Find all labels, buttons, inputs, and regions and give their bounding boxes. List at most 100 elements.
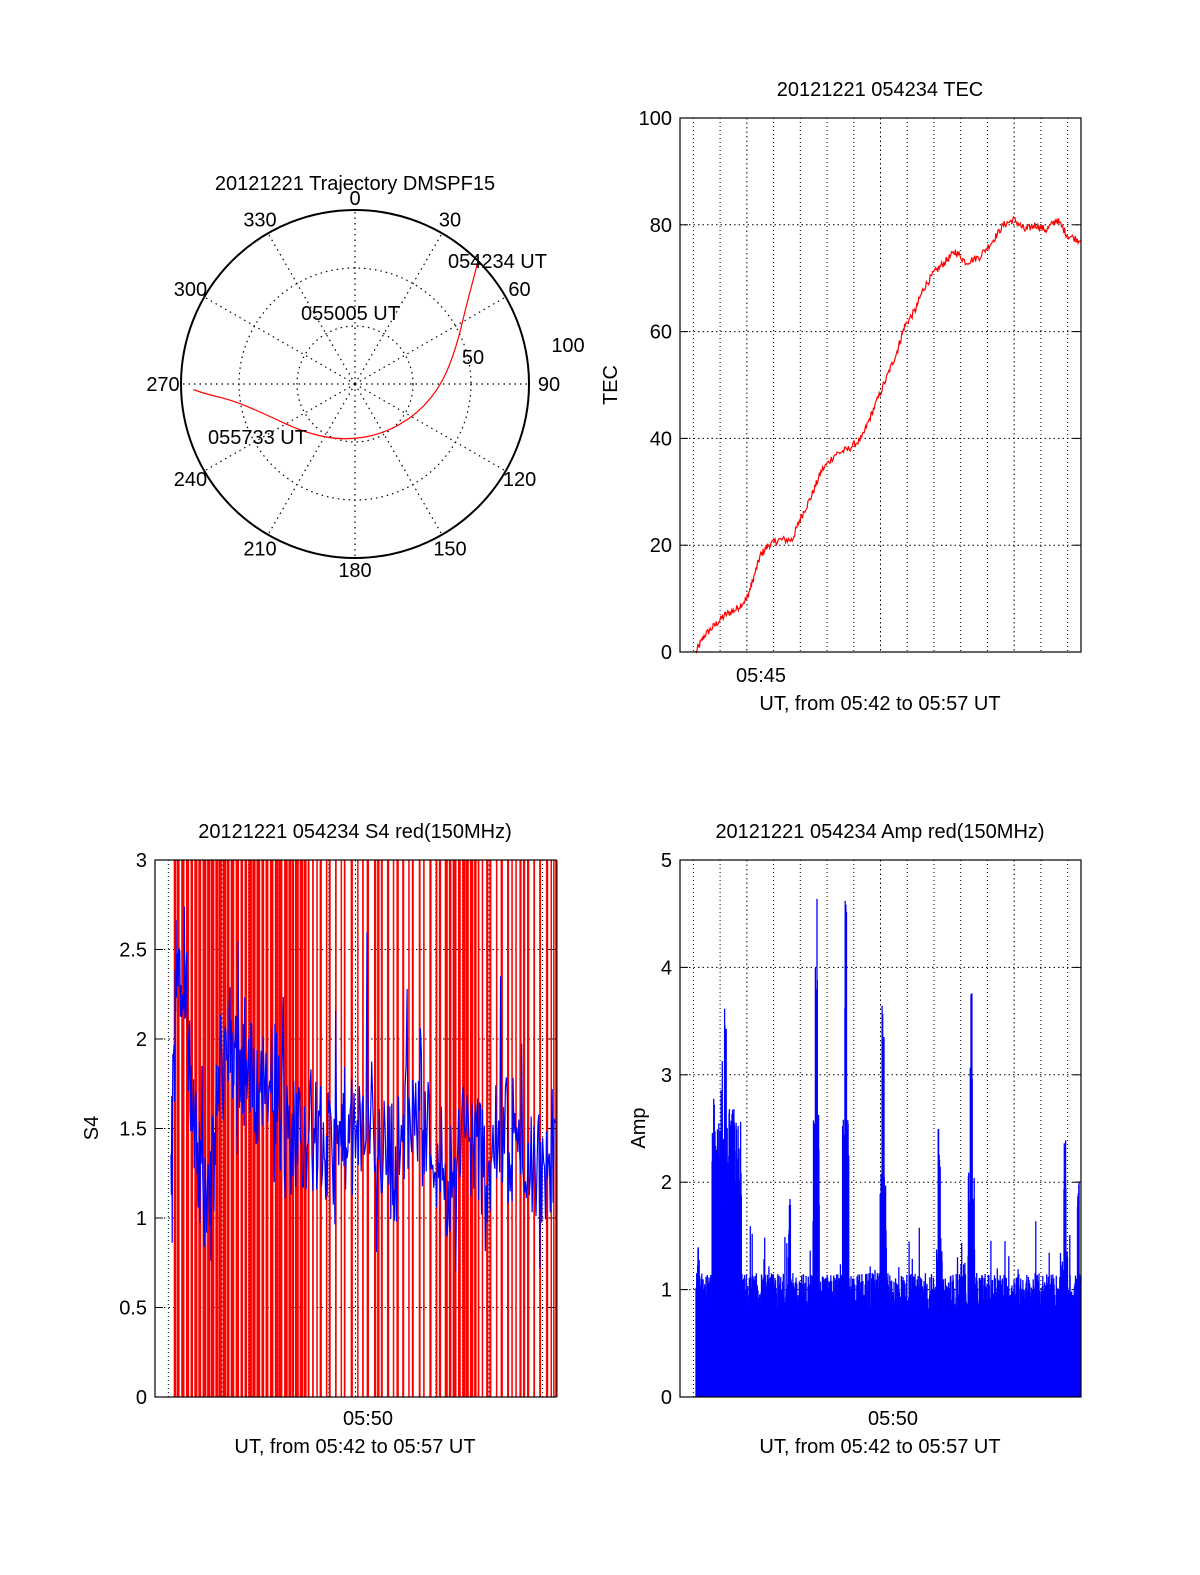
s4-red-spike-81 <box>545 860 549 1397</box>
s4-ytick-label-1: 0.5 <box>119 1298 147 1320</box>
s4-red-spike-17 <box>244 860 248 1397</box>
s4-red-spike-46 <box>377 860 380 1397</box>
s4-red-spike-63 <box>462 860 466 1397</box>
s4-red-spike-30 <box>299 860 304 1397</box>
amp-ytick-label-4: 4 <box>661 957 672 979</box>
s4-red-spike-58 <box>438 860 442 1397</box>
tec-series-line <box>695 216 1082 654</box>
tec-plot-frame <box>679 117 1082 653</box>
s4-red-spike-7 <box>202 860 207 1397</box>
angle-label-30: 30 <box>439 209 461 231</box>
tec-x-axis-label: UT, from 05:42 to 05:57 UT <box>759 693 1000 715</box>
s4-red-spike-57 <box>435 860 438 1397</box>
tec-ytick-label-5: 100 <box>639 108 672 130</box>
s4-plot-frame <box>154 859 557 1398</box>
s4-red-spike-59 <box>444 860 448 1397</box>
s4-red-spike-55 <box>423 860 425 1397</box>
radius-label-50: 50 <box>462 347 484 369</box>
s4-red-spike-43 <box>362 860 364 1397</box>
s4-red-spike-64 <box>466 860 469 1397</box>
s4-red-spike-10 <box>215 860 219 1397</box>
s4-red-spike-84 <box>555 860 558 1397</box>
trajectory-panel: 20121221 Trajectory DMSPF15 0 30 60 90 1… <box>146 173 584 582</box>
trajectory-line <box>193 260 479 440</box>
tec-grid <box>680 117 1081 653</box>
s4-red-spike-1 <box>176 860 180 1397</box>
amp-ytick-label-5: 5 <box>661 850 672 872</box>
tec-y-tick-labels: 0 20 40 60 80 100 <box>639 108 672 664</box>
s4-red-spike-11 <box>218 860 222 1397</box>
polar-grid-spoke-120 <box>354 383 506 472</box>
angle-label-240: 240 <box>174 469 207 491</box>
s4-blue-series-line <box>170 906 556 1272</box>
s4-ytick-label-5: 2.5 <box>119 940 147 962</box>
angle-label-0: 0 <box>349 188 360 210</box>
s4-ytick-label-0: 0 <box>136 1387 147 1409</box>
angle-label-150: 150 <box>433 539 466 561</box>
s4-red-spike-70 <box>489 860 492 1397</box>
amp-ytick-label-2: 2 <box>661 1172 672 1194</box>
tec-y-axis-label: TEC <box>600 365 622 405</box>
s4-red-spike-54 <box>418 860 421 1397</box>
s4-red-spike-36 <box>325 860 328 1397</box>
polar-grid-spoke-150 <box>354 383 443 535</box>
polar-grid-spoke-300 <box>204 296 356 385</box>
s4-ytick-label-4: 2 <box>136 1029 147 1051</box>
trajectory-start-label: 054234 UT <box>448 251 547 273</box>
s4-red-spike-45 <box>374 860 377 1397</box>
amp-series-bars <box>695 898 1082 1397</box>
angle-label-300: 300 <box>174 279 207 301</box>
amp-ytick-label-3: 3 <box>661 1065 672 1087</box>
polar-outer-ring <box>180 209 530 559</box>
s4-red-spike-0 <box>173 860 177 1397</box>
s4-red-spike-60 <box>448 860 452 1397</box>
trajectory-end-label: 055733 UT <box>208 427 307 449</box>
s4-red-spike-77 <box>522 860 526 1397</box>
s4-red-spike-19 <box>252 860 256 1397</box>
s4-red-spike-37 <box>328 860 331 1397</box>
amp-panel: 20121221 054234 Amp red(150MHz) 0 1 2 3 4 5 0… <box>628 821 1082 1458</box>
s4-red-spike-49 <box>392 860 395 1397</box>
polar-grid-spoke-30 <box>354 233 443 385</box>
s4-red-spike-78 <box>527 860 530 1397</box>
s4-title: 20121221 054234 S4 red(150MHz) <box>198 821 512 843</box>
s4-red-spike-44 <box>366 860 369 1397</box>
polar-grid-spoke-240 <box>204 383 356 472</box>
amp-y-axis-label: Amp <box>628 1107 650 1148</box>
s4-x-tick-label: 05:50 <box>343 1408 393 1430</box>
tec-x-tick-label: 05:45 <box>736 665 786 687</box>
s4-red-spike-14 <box>230 860 235 1397</box>
angle-label-210: 210 <box>243 539 276 561</box>
amp-plot-frame <box>679 859 1082 1398</box>
angle-label-120: 120 <box>503 469 536 491</box>
s4-red-spike-16 <box>240 860 244 1397</box>
trajectory-title: 20121221 Trajectory DMSPF15 <box>215 173 495 195</box>
tec-panel: 20121221 054234 TEC 0 20 40 60 80 100 05:45 U… <box>600 79 1082 715</box>
tec-ytick-label-0: 0 <box>661 642 672 664</box>
polar-grid-ring-0 <box>296 325 414 443</box>
amp-y-tick-labels: 0 1 2 3 4 5 <box>661 850 672 1409</box>
s4-red-spike-3 <box>186 860 190 1397</box>
s4-ytick-label-3: 1.5 <box>119 1119 147 1141</box>
s4-red-spike-61 <box>452 860 457 1397</box>
polar-grid-spoke-210 <box>267 383 356 535</box>
s4-red-spike-21 <box>261 860 265 1397</box>
s4-red-spike-12 <box>222 860 227 1397</box>
tec-ytick-label-1: 20 <box>650 535 672 557</box>
radius-label-100: 100 <box>551 335 584 357</box>
s4-red-spike-66 <box>474 860 477 1397</box>
s4-x-axis-label: UT, from 05:42 to 05:57 UT <box>234 1436 475 1458</box>
tec-ytick-label-4: 80 <box>650 215 672 237</box>
angle-label-90: 90 <box>538 374 560 396</box>
s4-red-spike-8 <box>207 860 211 1397</box>
trajectory-mid-label: 055005 UT <box>301 303 400 325</box>
polar-angle-labels: 0 30 60 90 120 150 180 210 240 270 300 3… <box>146 188 560 582</box>
angle-label-330: 330 <box>243 209 276 231</box>
tec-title: 20121221 054234 TEC <box>777 79 983 101</box>
s4-red-spike-24 <box>274 860 279 1397</box>
tec-ytick-label-2: 40 <box>650 428 672 450</box>
angle-label-270: 270 <box>146 374 179 396</box>
s4-red-spike-33 <box>312 860 314 1397</box>
s4-red-spike-18 <box>248 860 252 1397</box>
